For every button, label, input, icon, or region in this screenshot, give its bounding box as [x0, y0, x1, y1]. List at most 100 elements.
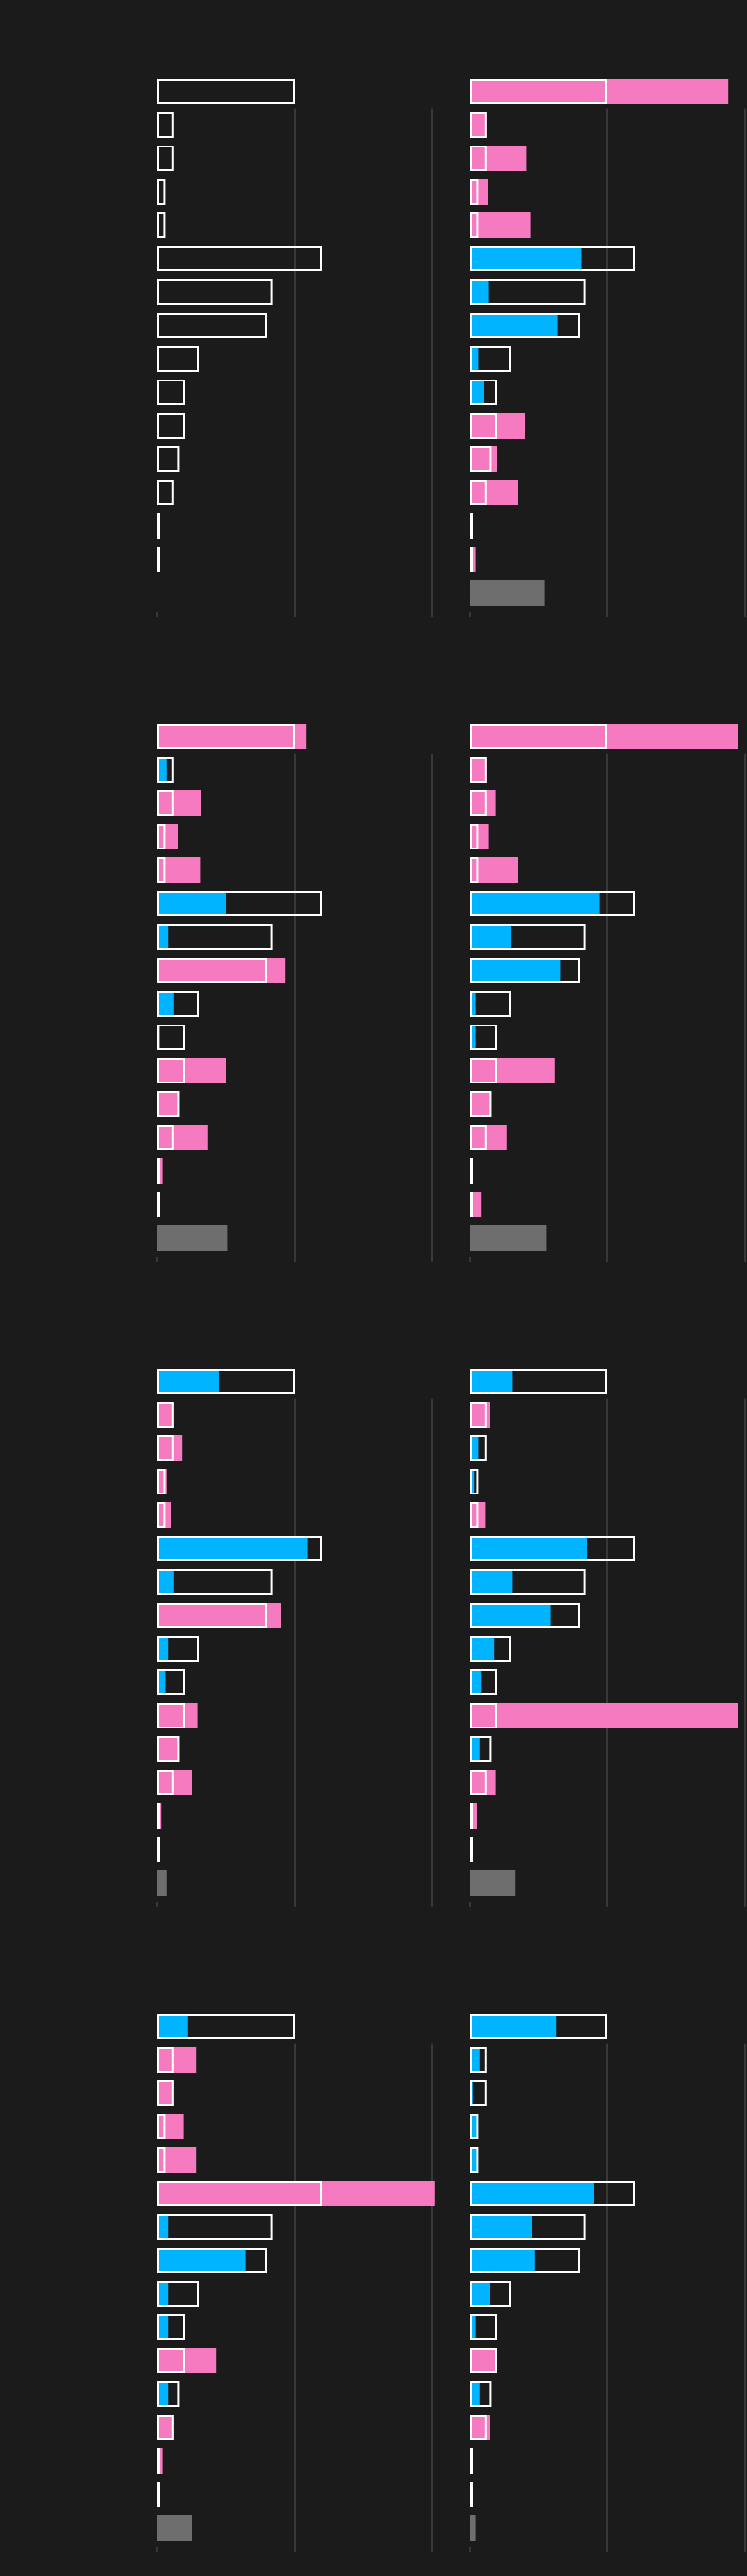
value-bar: [157, 1603, 281, 1628]
baseline-outline: [470, 1502, 479, 1528]
value-bar: [157, 2080, 174, 2106]
baseline-outline: [157, 246, 322, 271]
baseline-outline: [157, 2014, 295, 2039]
baseline-outline: [470, 2415, 487, 2440]
value-bar: [157, 1770, 192, 1795]
value-bar: [157, 2114, 184, 2139]
baseline-outline: [470, 1803, 473, 1829]
value-bar: [470, 1125, 507, 1150]
value-bar: [470, 1469, 475, 1494]
value-bar: [157, 1569, 174, 1595]
baseline-outline: [470, 891, 635, 916]
value-bar: [157, 2348, 217, 2373]
value-bar: [157, 2381, 169, 2407]
baseline-outline: [470, 313, 580, 338]
baseline-outline: [157, 2281, 199, 2307]
baseline-outline: [470, 1636, 511, 1662]
baseline-outline: [157, 1837, 160, 1862]
total-bar: [470, 1870, 516, 1896]
baseline-outline: [157, 2348, 185, 2373]
value-bar: [470, 1770, 496, 1795]
baseline-outline: [157, 2147, 166, 2173]
baseline-outline: [470, 958, 580, 983]
baseline-outline: [157, 179, 166, 205]
value-bar: [470, 146, 527, 171]
baseline-outline: [470, 2181, 635, 2206]
value-bar: [157, 1469, 167, 1494]
value-bar: [470, 1435, 479, 1461]
value-bar: [157, 2214, 169, 2240]
baseline-outline: [470, 79, 607, 104]
baseline-outline: [157, 1703, 185, 1728]
panel-row1-left: [156, 79, 433, 617]
baseline-outline: [470, 179, 479, 205]
value-bar: [470, 2214, 532, 2240]
baseline-outline: [157, 146, 174, 171]
baseline-outline: [470, 1192, 473, 1217]
baseline-outline: [470, 246, 635, 271]
baseline-outline: [470, 2147, 479, 2173]
panel-row4-left: [156, 2014, 435, 2552]
baseline-outline: [157, 346, 199, 372]
value-bar: [470, 1192, 482, 1217]
baseline-outline: [157, 1091, 180, 1117]
baseline-outline: [157, 1369, 295, 1394]
panel-row2-left: [156, 724, 433, 1262]
value-bar: [157, 1369, 219, 1394]
baseline-outline: [470, 1402, 487, 1428]
value-bar: [470, 1636, 495, 1662]
baseline-outline: [470, 380, 497, 405]
value-bar: [470, 2014, 557, 2039]
baseline-outline: [470, 1125, 487, 1150]
baseline-outline: [157, 1736, 180, 1762]
value-bar: [470, 380, 484, 405]
baseline-outline: [157, 958, 267, 983]
value-bar: [470, 1025, 476, 1050]
value-bar: [470, 924, 511, 950]
value-bar: [470, 1536, 587, 1561]
baseline-outline: [470, 1158, 473, 1184]
value-bar: [470, 179, 488, 205]
baseline-outline: [157, 2314, 185, 2340]
value-bar: [470, 2114, 477, 2139]
baseline-outline: [470, 480, 487, 505]
baseline-outline: [470, 2114, 479, 2139]
baseline-outline: [157, 112, 174, 138]
value-bar: [470, 2147, 477, 2173]
baseline-outline: [157, 1636, 199, 1662]
value-bar: [157, 2314, 169, 2340]
value-bar: [470, 1703, 738, 1728]
baseline-outline: [157, 413, 185, 439]
value-bar: [157, 2248, 246, 2273]
baseline-outline: [470, 1669, 497, 1695]
total-bar: [470, 580, 545, 606]
baseline-outline: [470, 757, 487, 783]
baseline-outline: [470, 112, 487, 138]
value-bar: [470, 212, 531, 238]
baseline-outline: [157, 724, 295, 749]
value-bar: [470, 279, 489, 305]
baseline-outline: [470, 724, 607, 749]
baseline-outline: [470, 2281, 511, 2307]
baseline-outline: [470, 1703, 497, 1728]
baseline-outline: [157, 2248, 267, 2273]
baseline-outline: [470, 2381, 492, 2407]
baseline-outline: [157, 824, 166, 849]
baseline-outline: [157, 380, 185, 405]
value-bar: [157, 924, 169, 950]
value-bar: [157, 891, 226, 916]
panel-row2-right: [469, 724, 746, 1262]
baseline-outline: [157, 1435, 174, 1461]
baseline-outline: [157, 790, 174, 816]
baseline-outline: [470, 2314, 497, 2340]
baseline-outline: [157, 2381, 180, 2407]
baseline-outline: [157, 1125, 174, 1150]
value-bar: [470, 1058, 555, 1083]
value-bar: [470, 446, 497, 472]
baseline-outline: [157, 446, 180, 472]
baseline-outline: [157, 1469, 166, 1494]
baseline-outline: [157, 2482, 160, 2507]
baseline-outline: [157, 2448, 160, 2474]
